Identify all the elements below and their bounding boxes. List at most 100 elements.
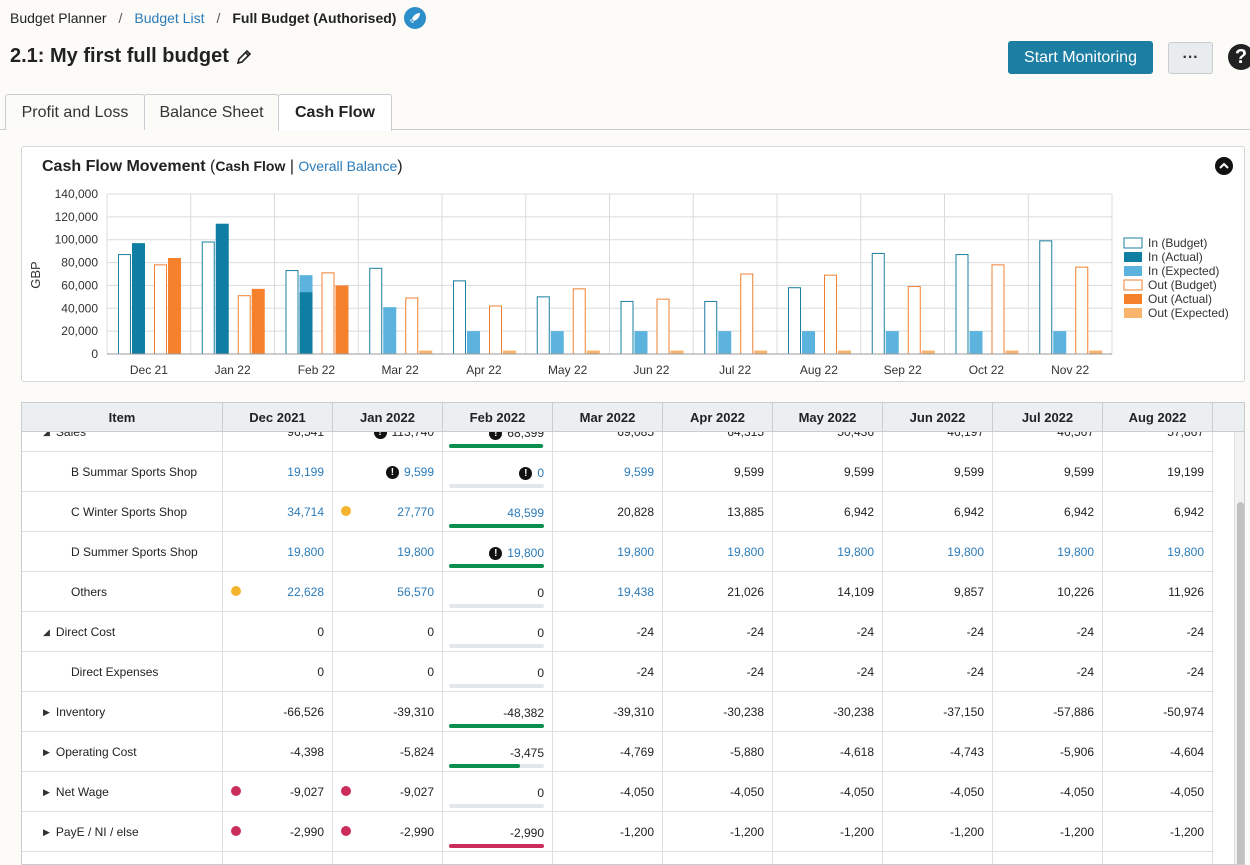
value-cell[interactable]: 27,770 <box>333 492 443 532</box>
table-row[interactable]: ▶ Operating Cost -4,398 -5,824 -3,475 -4,769 -… <box>22 732 1214 772</box>
cell-value[interactable]: 56,570 <box>397 585 434 599</box>
cell-value[interactable]: 19,800 <box>947 545 984 559</box>
cell-value[interactable]: 9,599 <box>623 465 654 479</box>
start-monitoring-button[interactable]: Start Monitoring <box>1008 41 1153 74</box>
value-cell[interactable]: -4,618 <box>773 732 883 772</box>
tab-balance-sheet[interactable]: Balance Sheet <box>144 94 279 130</box>
value-cell[interactable]: -1,200 <box>1103 812 1213 852</box>
value-cell[interactable]: -24 <box>663 612 773 652</box>
value-cell[interactable]: 19,800 <box>553 532 663 572</box>
value-cell[interactable]: 19,800 <box>1103 532 1213 572</box>
value-cell[interactable]: -9,027 <box>223 772 333 812</box>
value-cell[interactable]: -39,310 <box>333 692 443 732</box>
cell-value[interactable]: 22,628 <box>287 585 324 599</box>
value-cell[interactable]: -24 <box>1103 612 1213 652</box>
value-cell[interactable]: -1,200 <box>773 812 883 852</box>
value-cell[interactable]: -1,200 <box>663 812 773 852</box>
warning-icon[interactable]: ! <box>373 432 387 439</box>
value-cell[interactable]: 19,199 <box>223 452 333 492</box>
value-cell[interactable]: ! 19,800 <box>443 532 553 572</box>
table-body[interactable]: ◢ Sales 96,541! 113,740! 68,399 69,085 64,315 5… <box>22 432 1244 864</box>
value-cell[interactable]: 10,226 <box>993 572 1103 612</box>
table-row[interactable]: ▶ PayE / NI / else -2,990 -2,990 -2,990 -1,20… <box>22 812 1214 852</box>
collapse-arrow-icon[interactable]: ◢ <box>43 626 50 637</box>
chevron-up-icon[interactable] <box>1215 157 1233 175</box>
value-cell[interactable]: 0 <box>443 772 553 812</box>
table-row[interactable] <box>22 852 1214 864</box>
column-header[interactable]: Aug 2022 <box>1103 403 1213 432</box>
value-cell[interactable]: -1,200 <box>883 812 993 852</box>
value-cell[interactable]: 46,567 <box>993 432 1103 452</box>
value-cell[interactable]: 6,942 <box>773 492 883 532</box>
value-cell[interactable]: 9,599 <box>883 452 993 492</box>
value-cell[interactable]: 6,942 <box>883 492 993 532</box>
value-cell[interactable]: -2,990 <box>443 812 553 852</box>
value-cell[interactable] <box>1103 852 1213 864</box>
value-cell[interactable]: 48,599 <box>443 492 553 532</box>
value-cell[interactable] <box>993 852 1103 864</box>
value-cell[interactable] <box>553 852 663 864</box>
value-cell[interactable]: -5,824 <box>333 732 443 772</box>
value-cell[interactable]: 9,857 <box>883 572 993 612</box>
warning-icon[interactable]: ! <box>519 466 533 480</box>
value-cell[interactable]: 0 <box>333 652 443 692</box>
value-cell[interactable] <box>333 852 443 864</box>
value-cell[interactable]: 34,714 <box>223 492 333 532</box>
value-cell[interactable]: 46,197 <box>883 432 993 452</box>
value-cell[interactable]: 9,599 <box>553 452 663 492</box>
value-cell[interactable] <box>223 852 333 864</box>
value-cell[interactable]: 11,926 <box>1103 572 1213 612</box>
table-row[interactable]: ▶ Inventory -66,526 -39,310 -48,382 -39,310 -3… <box>22 692 1214 732</box>
vertical-scrollbar[interactable] <box>1234 432 1244 864</box>
value-cell[interactable]: 57,867 <box>1103 432 1213 452</box>
value-cell[interactable]: 64,315 <box>663 432 773 452</box>
value-cell[interactable] <box>883 852 993 864</box>
value-cell[interactable]: -24 <box>993 652 1103 692</box>
value-cell[interactable]: -4,050 <box>883 772 993 812</box>
chart-cash-flow-toggle[interactable]: Cash Flow <box>215 158 286 174</box>
value-cell[interactable]: -24 <box>553 612 663 652</box>
table-row[interactable]: C Winter Sports Shop 34,714 27,770 48,599 20… <box>22 492 1214 532</box>
value-cell[interactable]: 19,800 <box>883 532 993 572</box>
value-cell[interactable]: 6,942 <box>993 492 1103 532</box>
chart-overall-balance-link[interactable]: Overall Balance <box>298 158 398 174</box>
cell-value[interactable]: 0 <box>537 466 544 480</box>
cell-value[interactable]: 48,599 <box>507 506 544 520</box>
table-row[interactable]: ◢ Sales 96,541! 113,740! 68,399 69,085 64,315 5… <box>22 432 1214 452</box>
value-cell[interactable]: 20,828 <box>553 492 663 532</box>
value-cell[interactable]: -57,886 <box>993 692 1103 732</box>
cell-value[interactable]: 19,800 <box>397 545 434 559</box>
value-cell[interactable]: 21,026 <box>663 572 773 612</box>
value-cell[interactable]: -4,769 <box>553 732 663 772</box>
value-cell[interactable]: 9,599 <box>663 452 773 492</box>
value-cell[interactable]: ! 113,740 <box>333 432 443 452</box>
column-header[interactable]: Apr 2022 <box>663 403 773 432</box>
value-cell[interactable]: -4,050 <box>553 772 663 812</box>
value-cell[interactable]: -24 <box>993 612 1103 652</box>
cell-value[interactable]: 19,800 <box>617 545 654 559</box>
value-cell[interactable]: 19,800 <box>223 532 333 572</box>
value-cell[interactable]: -50,974 <box>1103 692 1213 732</box>
value-cell[interactable]: -37,150 <box>883 692 993 732</box>
column-header[interactable]: Feb 2022 <box>443 403 553 432</box>
cell-value[interactable]: 19,800 <box>287 545 324 559</box>
value-cell[interactable]: 0 <box>443 612 553 652</box>
table-row[interactable]: D Summer Sports Shop 19,800 19,800! 19,800 1… <box>22 532 1214 572</box>
value-cell[interactable]: -4,050 <box>773 772 883 812</box>
value-cell[interactable]: ! 0 <box>443 452 553 492</box>
value-cell[interactable]: -24 <box>883 612 993 652</box>
value-cell[interactable]: 50,436 <box>773 432 883 452</box>
cell-value[interactable]: 19,800 <box>1167 545 1204 559</box>
value-cell[interactable]: 9,599 <box>993 452 1103 492</box>
value-cell[interactable]: -2,990 <box>333 812 443 852</box>
value-cell[interactable]: ! 68,399 <box>443 432 553 452</box>
rocket-icon[interactable] <box>404 7 427 29</box>
value-cell[interactable]: 0 <box>333 612 443 652</box>
value-cell[interactable]: -4,050 <box>1103 772 1213 812</box>
value-cell[interactable]: -24 <box>1103 652 1213 692</box>
value-cell[interactable]: 22,628 <box>223 572 333 612</box>
scrollbar-thumb[interactable] <box>1237 502 1244 864</box>
value-cell[interactable]: -30,238 <box>663 692 773 732</box>
value-cell[interactable]: -5,880 <box>663 732 773 772</box>
value-cell[interactable]: 19,438 <box>553 572 663 612</box>
